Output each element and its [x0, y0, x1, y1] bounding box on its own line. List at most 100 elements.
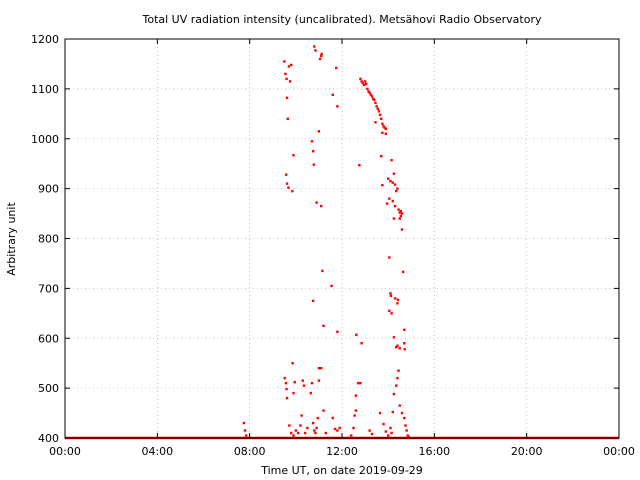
data-point	[350, 434, 353, 437]
data-point	[291, 361, 294, 365]
data-point	[374, 121, 377, 124]
data-point	[310, 381, 314, 385]
x-axis-label: Time UT, on date 2019-09-29	[260, 464, 423, 477]
data-point	[376, 107, 379, 111]
data-point	[284, 381, 288, 385]
data-point	[317, 379, 321, 382]
y-tick-label: 400	[38, 432, 59, 445]
data-point	[313, 45, 316, 48]
data-point	[314, 431, 317, 435]
data-point	[368, 429, 371, 432]
data-point	[392, 392, 396, 396]
data-point	[290, 63, 293, 67]
data-point	[390, 312, 393, 315]
data-point	[363, 80, 367, 83]
x-tick-label: 12:00	[326, 445, 358, 458]
data-point	[245, 434, 248, 437]
data-point	[284, 72, 287, 76]
data-point	[373, 98, 376, 102]
data-point	[395, 384, 398, 387]
data-point	[375, 105, 378, 108]
y-axis-label: Arbitrary unit	[5, 202, 18, 276]
data-point	[294, 429, 298, 432]
data-point	[243, 429, 247, 432]
data-point	[330, 284, 333, 288]
y-tick-label: 1200	[31, 33, 59, 46]
data-point	[367, 90, 370, 93]
data-point	[296, 431, 300, 435]
data-point	[335, 66, 338, 70]
data-point	[390, 158, 393, 162]
data-point	[300, 414, 303, 417]
data-point	[393, 183, 397, 186]
data-point	[400, 212, 404, 215]
data-point	[384, 430, 388, 433]
x-tick-label: 00:00	[603, 445, 635, 458]
data-point	[398, 404, 401, 407]
x-tick-label: 00:00	[49, 445, 81, 458]
data-point	[284, 173, 288, 176]
data-point	[290, 431, 293, 435]
data-point	[386, 434, 390, 437]
data-point	[316, 416, 319, 420]
data-point	[360, 80, 363, 83]
data-point	[389, 426, 392, 430]
data-point	[395, 189, 398, 193]
data-point	[378, 113, 382, 117]
data-point	[391, 199, 394, 203]
data-point	[285, 96, 289, 100]
data-point	[314, 49, 317, 52]
data-point	[358, 163, 361, 167]
data-point	[392, 336, 396, 339]
x-tick-label: 20:00	[511, 445, 543, 458]
data-point	[355, 333, 358, 336]
data-point	[381, 183, 384, 187]
y-tick-label: 800	[38, 233, 59, 246]
data-point	[391, 410, 394, 414]
y-tick-label: 900	[38, 183, 59, 196]
data-point	[370, 95, 374, 98]
data-point	[384, 132, 388, 135]
data-point	[285, 182, 289, 185]
data-point	[312, 163, 316, 166]
data-point	[395, 346, 398, 349]
data-point	[403, 416, 406, 420]
data-point	[399, 214, 403, 218]
data-point	[406, 434, 409, 437]
data-point	[333, 427, 337, 431]
data-point	[359, 77, 362, 81]
data-point	[285, 77, 288, 81]
data-point	[381, 122, 384, 125]
data-point	[374, 101, 377, 105]
data-point	[322, 324, 325, 327]
data-point	[392, 172, 396, 175]
data-point	[299, 424, 302, 427]
data-point	[288, 80, 292, 83]
data-point	[398, 211, 401, 214]
data-point	[354, 394, 358, 397]
data-point	[407, 435, 411, 439]
data-point	[311, 421, 315, 425]
data-point	[365, 82, 368, 86]
y-tick-label: 700	[38, 282, 59, 295]
data-point	[405, 429, 408, 432]
y-tick-labels: 400 500 600 700 800 900 1000 1100 1200	[31, 33, 59, 445]
data-point	[369, 93, 373, 97]
data-point	[309, 391, 313, 395]
data-point	[331, 416, 334, 420]
data-point	[397, 369, 400, 372]
data-point	[336, 330, 339, 333]
data-point	[320, 54, 323, 58]
data-point	[318, 57, 322, 61]
data-point	[288, 424, 291, 427]
data-point	[398, 347, 401, 350]
x-tick-label: 08:00	[234, 445, 266, 458]
data-point	[378, 411, 382, 415]
data-point	[353, 414, 356, 417]
data-point	[303, 431, 307, 435]
data-point	[396, 187, 399, 190]
data-point	[292, 154, 295, 157]
data-point	[291, 189, 294, 193]
data-point	[396, 376, 399, 380]
